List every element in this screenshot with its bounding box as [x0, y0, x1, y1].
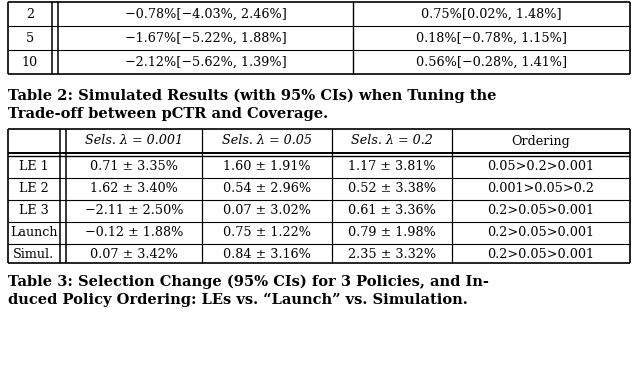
Text: 0.001>0.05>0.2: 0.001>0.05>0.2: [488, 182, 595, 195]
Text: Sels. λ = 0.05: Sels. λ = 0.05: [222, 135, 312, 147]
Text: 5: 5: [26, 31, 34, 45]
Text: 0.07 ± 3.02%: 0.07 ± 3.02%: [223, 204, 311, 217]
Text: Ordering: Ordering: [511, 135, 570, 147]
Text: 0.84 ± 3.16%: 0.84 ± 3.16%: [223, 248, 311, 261]
Text: −1.67%[−5.22%, 1.88%]: −1.67%[−5.22%, 1.88%]: [125, 31, 286, 45]
Text: 0.07 ± 3.42%: 0.07 ± 3.42%: [90, 248, 178, 261]
Text: Table 2: Simulated Results (with 95% CIs) when Tuning the: Table 2: Simulated Results (with 95% CIs…: [8, 89, 497, 103]
Text: 0.2>0.05>0.001: 0.2>0.05>0.001: [488, 204, 595, 217]
Text: 0.75 ± 1.22%: 0.75 ± 1.22%: [223, 226, 311, 239]
Text: 0.61 ± 3.36%: 0.61 ± 3.36%: [348, 204, 436, 217]
Text: LE 2: LE 2: [19, 182, 49, 195]
Text: 1.60 ± 1.91%: 1.60 ± 1.91%: [223, 160, 311, 173]
Text: Sels. λ = 0.2: Sels. λ = 0.2: [351, 135, 433, 147]
Text: 0.2>0.05>0.001: 0.2>0.05>0.001: [488, 226, 595, 239]
Text: 0.56%[−0.28%, 1.41%]: 0.56%[−0.28%, 1.41%]: [416, 55, 567, 68]
Text: Launch: Launch: [10, 226, 58, 239]
Text: Table 3: Selection Change (95% CIs) for 3 Policies, and In-: Table 3: Selection Change (95% CIs) for …: [8, 275, 489, 289]
Text: Simul.: Simul.: [13, 248, 54, 261]
Text: duced Policy Ordering: LEs vs. “Launch” vs. Simulation.: duced Policy Ordering: LEs vs. “Launch” …: [8, 293, 468, 307]
Text: 0.79 ± 1.98%: 0.79 ± 1.98%: [348, 226, 436, 239]
Text: 0.71 ± 3.35%: 0.71 ± 3.35%: [90, 160, 178, 173]
Text: 0.18%[−0.78%, 1.15%]: 0.18%[−0.78%, 1.15%]: [416, 31, 567, 45]
Text: −0.12 ± 1.88%: −0.12 ± 1.88%: [85, 226, 183, 239]
Text: 0.54 ± 2.96%: 0.54 ± 2.96%: [223, 182, 311, 195]
Text: 0.75%[0.02%, 1.48%]: 0.75%[0.02%, 1.48%]: [421, 7, 562, 21]
Text: LE 1: LE 1: [19, 160, 49, 173]
Text: Trade-off between pCTR and Coverage.: Trade-off between pCTR and Coverage.: [8, 107, 328, 121]
Text: 0.52 ± 3.38%: 0.52 ± 3.38%: [348, 182, 436, 195]
Text: 10: 10: [22, 55, 38, 68]
Text: 0.2>0.05>0.001: 0.2>0.05>0.001: [488, 248, 595, 261]
Text: 1.62 ± 3.40%: 1.62 ± 3.40%: [90, 182, 178, 195]
Text: −2.11 ± 2.50%: −2.11 ± 2.50%: [84, 204, 183, 217]
Text: Sels. λ = 0.001: Sels. λ = 0.001: [85, 135, 183, 147]
Text: 2.35 ± 3.32%: 2.35 ± 3.32%: [348, 248, 436, 261]
Text: −2.12%[−5.62%, 1.39%]: −2.12%[−5.62%, 1.39%]: [125, 55, 286, 68]
Text: LE 3: LE 3: [19, 204, 49, 217]
Text: 1.17 ± 3.81%: 1.17 ± 3.81%: [348, 160, 436, 173]
Text: 0.05>0.2>0.001: 0.05>0.2>0.001: [488, 160, 595, 173]
Text: 2: 2: [26, 7, 34, 21]
Text: −0.78%[−4.03%, 2.46%]: −0.78%[−4.03%, 2.46%]: [125, 7, 287, 21]
